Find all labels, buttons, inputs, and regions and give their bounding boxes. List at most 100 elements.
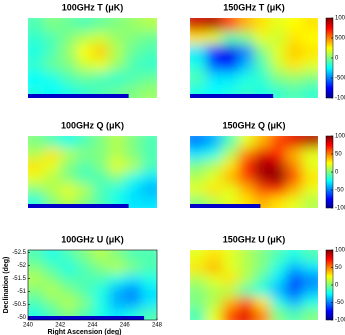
panel-title: 150GHz T (μK) — [223, 2, 285, 12]
heatmap-cell — [140, 184, 157, 197]
heatmap — [28, 18, 157, 98]
heatmap-cell — [302, 285, 318, 298]
heatmap-cell — [60, 31, 77, 46]
heatmap-cell — [222, 71, 239, 86]
heatmap-cell — [124, 184, 142, 197]
colorbar-tick-label: 100 — [335, 134, 345, 140]
heatmap-cell — [76, 18, 93, 32]
heatmap-cell — [206, 308, 223, 320]
heatmap-cell — [190, 172, 207, 185]
heatmap-cell — [286, 148, 303, 161]
colorbar-tick-label: 50 — [335, 152, 342, 158]
heatmap — [28, 250, 157, 320]
heatmap-cell — [44, 308, 61, 320]
heatmap-cell — [286, 285, 303, 298]
heatmap-cell — [76, 308, 93, 320]
heatmap-cell — [140, 160, 157, 173]
x-tick-label: 246 — [120, 323, 131, 329]
heatmap-cell — [92, 44, 110, 59]
y-tick-label: -52 — [17, 263, 26, 269]
heatmap-cell — [254, 71, 271, 86]
heatmap-cell — [124, 273, 142, 286]
heatmap-cell — [108, 250, 126, 263]
heatmap-cell — [28, 148, 45, 161]
heatmap-cell — [270, 184, 287, 197]
heatmap-cell — [238, 58, 255, 72]
heatmap-cell — [92, 18, 110, 32]
heatmap-cell — [76, 184, 93, 197]
heatmap-cell — [286, 136, 303, 149]
heatmap-cell — [124, 196, 142, 208]
heatmap-cell — [270, 58, 287, 72]
heatmap-cell — [60, 285, 77, 298]
heatmap-cell — [124, 31, 142, 46]
heatmap-cell — [76, 172, 93, 185]
heatmap-cell — [124, 18, 142, 32]
heatmap-cell — [222, 31, 239, 46]
heatmap-cell — [44, 58, 61, 72]
heatmap-cell — [140, 196, 157, 208]
colorbar-tick-label: 0 — [335, 56, 339, 62]
heatmap-cell — [238, 261, 255, 274]
heatmap-cell — [222, 160, 239, 173]
heatmap-cell — [190, 261, 207, 274]
heatmap-cell — [190, 18, 207, 32]
heatmap-cell — [124, 136, 142, 149]
heatmap-cell — [140, 261, 157, 274]
heatmap-cell — [286, 31, 303, 46]
x-tick-label: 248 — [152, 323, 163, 329]
heatmap-cell — [28, 18, 45, 32]
heatmap-cell — [222, 261, 239, 274]
heatmap-cell — [44, 261, 61, 274]
heatmap-cells — [190, 250, 318, 320]
heatmap-cell — [140, 58, 157, 72]
heatmap-cell — [28, 273, 45, 286]
heatmap-cell — [28, 58, 45, 72]
heatmap-cell — [254, 308, 271, 320]
heatmap-cell — [190, 44, 207, 59]
heatmap-cell — [270, 31, 287, 46]
panel-title: 100GHz U (μK) — [61, 234, 124, 244]
heatmap-cell — [124, 148, 142, 161]
heatmap-cell — [92, 285, 110, 298]
heatmap-cell — [140, 44, 157, 59]
heatmap-cell — [254, 273, 271, 286]
heatmap-cell — [60, 184, 77, 197]
heatmap-cell — [92, 184, 110, 197]
heatmap-cell — [28, 261, 45, 274]
heatmap-cell — [76, 58, 93, 72]
heatmap-cell — [124, 250, 142, 263]
colorbar-tick-label: 50 — [335, 265, 342, 271]
heatmap-cell — [108, 44, 126, 59]
heatmap-cell — [28, 44, 45, 59]
heatmap-cell — [190, 148, 207, 161]
heatmap-cell — [140, 136, 157, 149]
heatmap-cell — [206, 160, 223, 173]
heatmap-cell — [190, 285, 207, 298]
heatmap-cell — [108, 273, 126, 286]
heatmap-cell — [206, 44, 223, 59]
heatmap-cell — [222, 136, 239, 149]
y-tick-label: -52.5 — [12, 250, 26, 256]
heatmap-cell — [76, 296, 93, 309]
heatmap-cell — [222, 58, 239, 72]
heatmap-cell — [222, 273, 239, 286]
colorbar-tick-label: 500 — [335, 36, 345, 42]
heatmap-cell — [92, 250, 110, 263]
heatmap-cell — [270, 296, 287, 309]
heatmap-cell — [140, 296, 157, 309]
heatmap-cell — [254, 296, 271, 309]
heatmap-cell — [60, 136, 77, 149]
heatmap-cell — [92, 308, 110, 320]
heatmap-cell — [254, 18, 271, 32]
heatmap-cell — [302, 84, 318, 98]
heatmap-cell — [190, 71, 207, 86]
heatmap-cell — [140, 308, 157, 320]
heatmap-cell — [190, 136, 207, 149]
heatmap-cell — [44, 172, 61, 185]
heatmap-cell — [28, 296, 45, 309]
heatmap-cell — [270, 261, 287, 274]
heatmap-cell — [108, 31, 126, 46]
mask-strip — [28, 94, 129, 98]
heatmap-cell — [108, 296, 126, 309]
